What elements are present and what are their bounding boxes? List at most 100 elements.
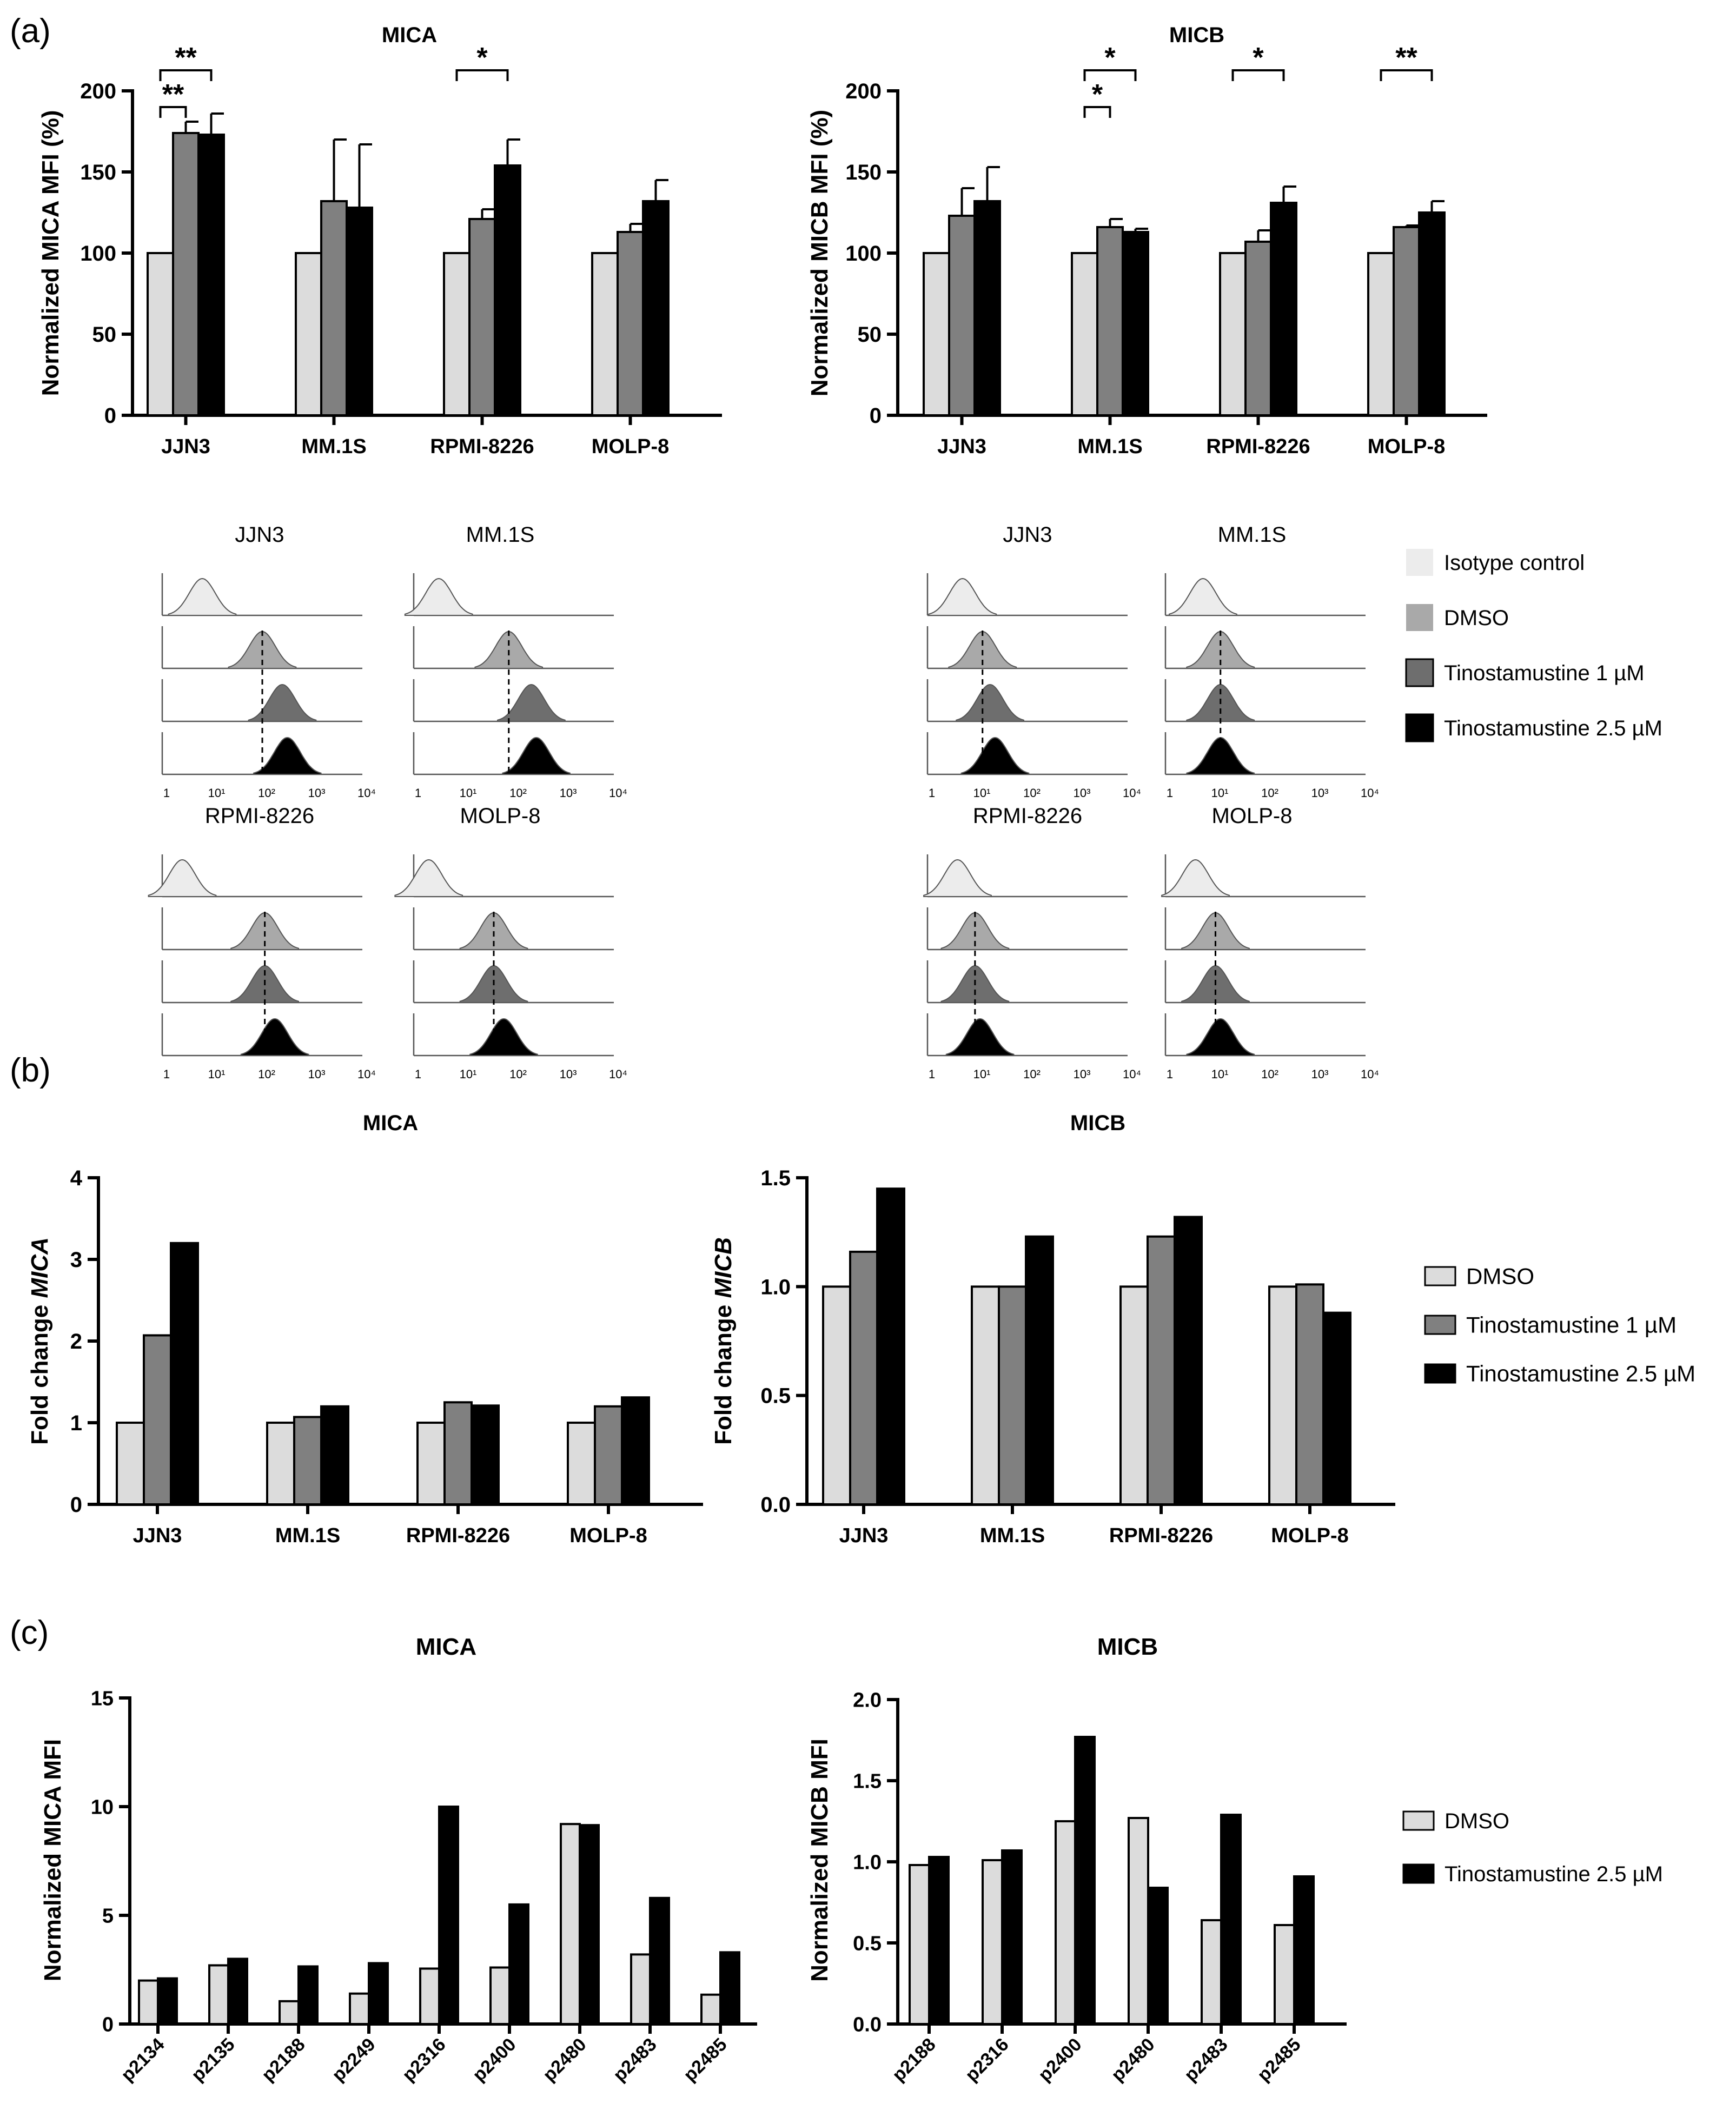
- y-axis-label: Normalized MICB MFI (%): [806, 110, 833, 396]
- x-tick-label: MM.1S: [1077, 435, 1142, 458]
- chart-a-mica: MICA Normalized MICA MFI (%) 0 50 100 150 200 J…: [37, 23, 722, 458]
- legend-label: Isotype control: [1444, 551, 1585, 575]
- histogram-tick-label: 10³: [1074, 1067, 1091, 1081]
- histogram-tick-label: 10²: [258, 1067, 275, 1081]
- bar: [1025, 1235, 1054, 1505]
- y-tick-label: 150: [845, 161, 882, 184]
- histogram-tick-label: 10⁴: [357, 786, 376, 800]
- histogram-tick-label: 10⁴: [357, 1067, 376, 1081]
- histogram-title: JJN3: [1003, 523, 1052, 547]
- chart-title: MICB: [1169, 23, 1224, 47]
- y-tick-label: 0: [870, 404, 882, 428]
- y-tick-label: 0.0: [760, 1493, 791, 1517]
- histogram-peak: [469, 1018, 538, 1056]
- legend-label: Tinostamustine 2.5 µM: [1445, 1862, 1663, 1886]
- significance-label: **: [1395, 42, 1417, 74]
- bar: [617, 231, 644, 416]
- y-tick-label: 15: [91, 1687, 114, 1710]
- x-tick-label: p2400: [469, 2034, 520, 2086]
- x-tick-label: p2483: [1181, 2034, 1232, 2086]
- significance-label: *: [1253, 42, 1264, 74]
- y-axis-label: Normalized MICB MFI: [806, 1739, 833, 1982]
- panel-label-a: (a): [10, 12, 51, 50]
- histogram-tick-label: 10¹: [208, 786, 226, 800]
- legend-label: Tinostamustine 2.5 µM: [1444, 716, 1662, 740]
- chart-c-mica: MICA Normalized MICA MFI 0 5 10 15 p2134 p2135 p…: [39, 1634, 757, 2086]
- bar: [909, 1864, 930, 2025]
- histogram-title: MOLP-8: [1212, 804, 1293, 828]
- bar: [1201, 1919, 1222, 2025]
- histogram-title: MM.1S: [1218, 523, 1287, 547]
- histogram-title: MM.1S: [466, 523, 535, 547]
- x-tick-label: p2249: [328, 2034, 380, 2086]
- histogram-peak: [960, 736, 1030, 775]
- y-tick-label: 100: [80, 242, 116, 266]
- legend-label: Tinostamustine 2.5 µM: [1466, 1361, 1695, 1386]
- bar: [143, 1334, 172, 1505]
- bar: [438, 1806, 459, 2025]
- histogram-tick-label: 10¹: [208, 1067, 226, 1081]
- bar: [208, 1964, 229, 2025]
- bar: [1174, 1216, 1203, 1505]
- x-tick-label: JJN3: [133, 1524, 182, 1547]
- x-tick-label: p2485: [1254, 2034, 1305, 2086]
- y-tick-label: 0.0: [853, 2013, 882, 2036]
- bar: [1219, 252, 1247, 416]
- bar: [982, 1859, 1003, 2025]
- histogram-tick-label: 10²: [1261, 786, 1278, 800]
- bar: [320, 200, 348, 416]
- bar: [471, 1404, 500, 1506]
- bar: [419, 1967, 440, 2025]
- y-tick-label: 1.5: [760, 1166, 791, 1190]
- x-tick-label: p2316: [962, 2034, 1013, 2086]
- panel-label-c: (c): [10, 1614, 49, 1651]
- bar: [998, 1285, 1027, 1505]
- significance-bracket: [159, 106, 187, 118]
- legend-swatch: [1424, 1363, 1456, 1384]
- histogram-tick-label: 1: [1167, 1067, 1173, 1081]
- y-tick-label: 200: [845, 79, 882, 103]
- histogram-title: JJN3: [235, 523, 284, 547]
- panel-label-b: (b): [10, 1052, 51, 1089]
- significance-label: *: [476, 42, 488, 74]
- chart-title: MICA: [363, 1111, 418, 1135]
- bar: [295, 252, 322, 416]
- bar: [971, 1285, 1000, 1505]
- x-tick-label: MOLP-8: [592, 435, 670, 458]
- chart-title: MICA: [416, 1634, 476, 1660]
- legend-label: DMSO: [1466, 1264, 1534, 1289]
- y-tick-label: 1.5: [853, 1770, 882, 1793]
- significance-bracket: [1083, 69, 1137, 81]
- x-tick-label: p2188: [889, 2034, 940, 2086]
- bar: [346, 207, 373, 416]
- bar: [170, 1242, 199, 1506]
- histogram-peak: [1161, 859, 1230, 897]
- bar: [147, 252, 174, 416]
- histogram-peak: [168, 578, 237, 616]
- histogram-tick-label: 10³: [1311, 786, 1329, 800]
- bar: [1122, 231, 1149, 416]
- bar: [1096, 226, 1124, 416]
- bar: [876, 1187, 905, 1505]
- histogram-tick-label: 1: [929, 786, 935, 800]
- histogram-tick-label: 10¹: [973, 786, 991, 800]
- histogram-tick-label: 10²: [509, 786, 527, 800]
- histogram-peak: [253, 736, 322, 775]
- bar: [928, 1856, 950, 2025]
- legend-label: Tinostamustine 1 µM: [1466, 1312, 1677, 1338]
- y-tick-label: 1: [70, 1411, 82, 1435]
- y-axis-label: Normalized MICA MFI (%): [37, 110, 64, 396]
- histogram-peak: [248, 684, 317, 722]
- bar: [591, 252, 619, 416]
- y-tick-label: 50: [92, 323, 117, 347]
- y-tick-label: 0: [70, 1493, 82, 1517]
- bar: [279, 2000, 300, 2026]
- x-tick-label: RPMI-8226: [406, 1524, 510, 1547]
- bar: [197, 134, 225, 416]
- histogram-tick-label: 10¹: [460, 786, 477, 800]
- histogram-tick-label: 10¹: [1211, 1067, 1229, 1081]
- y-axis-label: Normalized MICA MFI: [39, 1739, 66, 1981]
- bar: [293, 1416, 322, 1505]
- histogram-tick-label: 10³: [1311, 1067, 1329, 1081]
